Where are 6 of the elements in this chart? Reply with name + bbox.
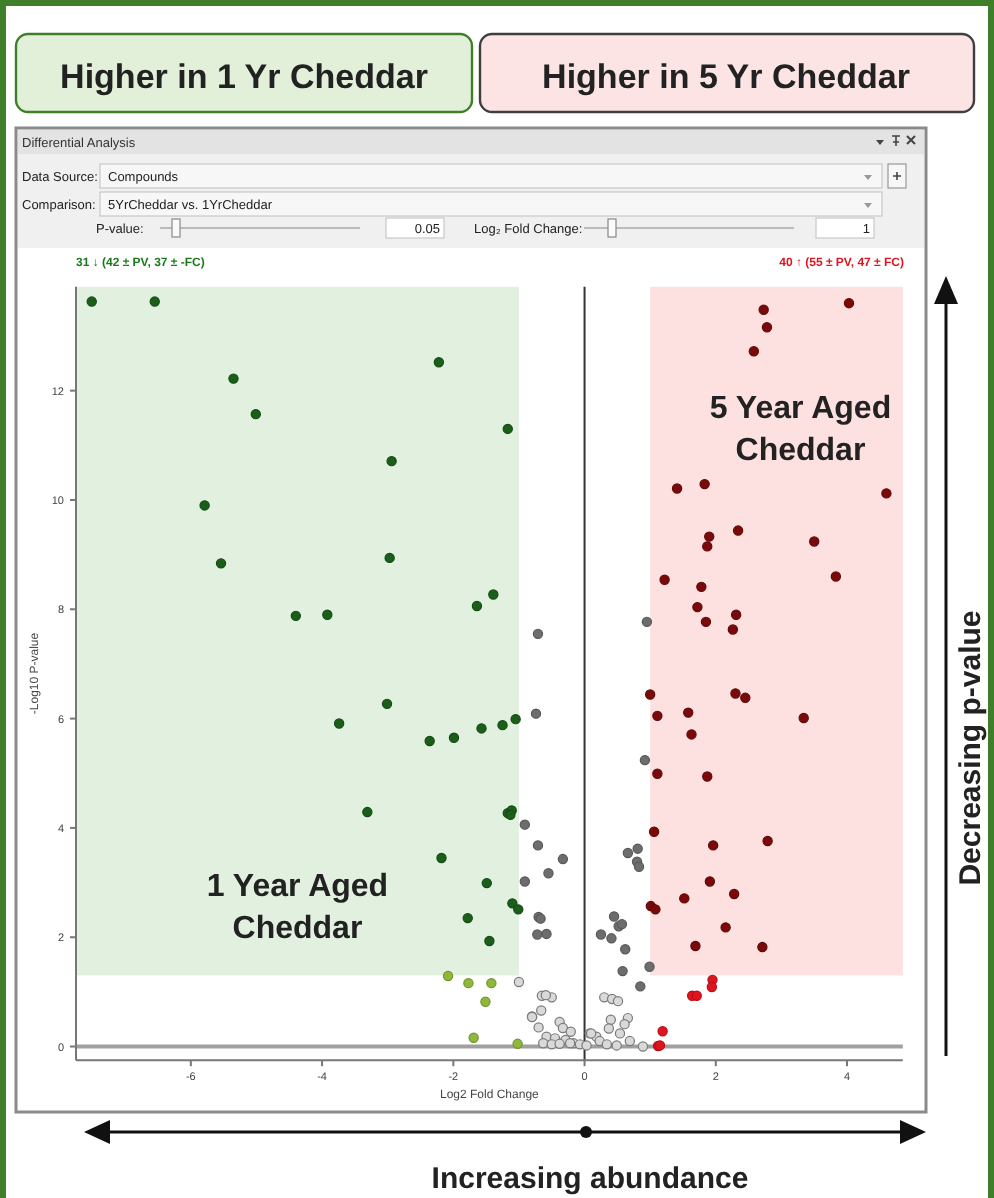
band-label: 1 Year Aged Cheddar bbox=[206, 870, 389, 947]
text: Decreasing p-value bbox=[954, 610, 988, 886]
text: Higher in 1 Yr Cheddar bbox=[60, 58, 429, 96]
text: Increasing abundance bbox=[431, 1162, 749, 1196]
band-label: 5 Year Aged Cheddar bbox=[709, 391, 892, 468]
text: Higher in 5 Yr Cheddar bbox=[542, 58, 911, 96]
